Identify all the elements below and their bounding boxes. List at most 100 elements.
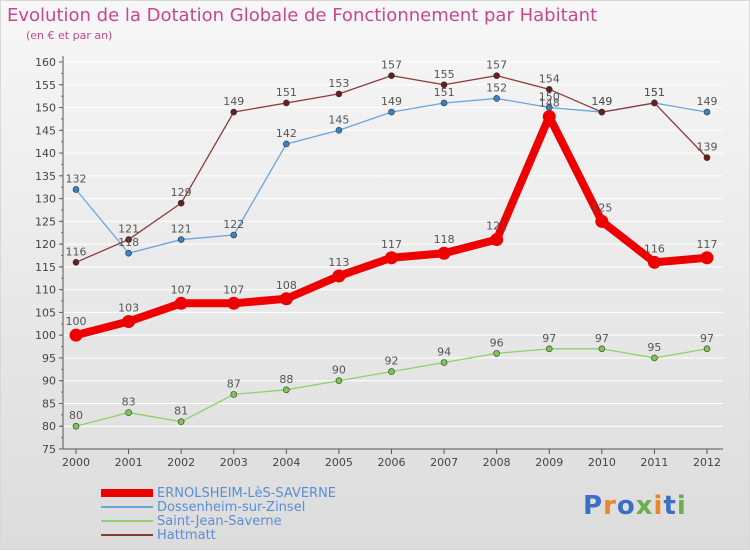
- y-tick-label: 155: [35, 79, 56, 92]
- data-label-hattmatt: 116: [66, 245, 87, 258]
- data-point-hattmatt: [230, 108, 238, 116]
- data-label-saint-jean-saverne: 97: [595, 332, 609, 345]
- y-tick-label: 150: [35, 102, 56, 115]
- data-label-hattmatt: 121: [118, 223, 139, 236]
- logo-letter: r: [603, 491, 617, 521]
- logo-letter: o: [616, 491, 636, 521]
- data-point-dossenheim-sur-zinsel: [230, 231, 238, 239]
- data-point-saint-jean-saverne: [230, 391, 238, 398]
- y-tick-label: 80: [42, 420, 56, 433]
- legend-swatch-saint-jean: [101, 520, 153, 522]
- legend-label-saint-jean: Saint-Jean-Saverne: [157, 513, 282, 529]
- data-point-hattmatt: [125, 236, 132, 243]
- x-tick-label: 2007: [430, 456, 458, 469]
- data-label-saint-jean-saverne: 88: [279, 373, 293, 386]
- data-point-saint-jean-saverne: [545, 345, 553, 353]
- y-tick-label: 110: [35, 284, 56, 297]
- data-point-hattmatt: [177, 199, 185, 207]
- y-tick-label: 130: [35, 193, 56, 206]
- data-label-dossenheim-sur-zinsel: 151: [434, 86, 455, 99]
- data-point-dossenheim-sur-zinsel: [335, 126, 343, 134]
- legend-swatch-ernolsheim: [101, 489, 153, 497]
- data-point-saint-jean-saverne: [125, 409, 132, 416]
- data-label-hattmatt: 139: [697, 141, 718, 154]
- data-label-hattmatt: 157: [381, 59, 402, 72]
- data-point-ernolsheim-l-s-saverne: [385, 251, 398, 265]
- data-point-saint-jean-saverne: [651, 354, 658, 362]
- data-point-ernolsheim-l-s-saverne: [542, 110, 556, 124]
- logo-letter: t: [663, 491, 677, 521]
- data-point-ernolsheim-l-s-saverne: [437, 246, 451, 260]
- data-point-hattmatt: [703, 154, 711, 161]
- data-label-saint-jean-saverne: 80: [69, 409, 83, 422]
- data-point-hattmatt: [598, 108, 606, 116]
- data-label-dossenheim-sur-zinsel: 152: [486, 81, 507, 94]
- data-label-saint-jean-saverne: 81: [174, 405, 188, 418]
- data-point-ernolsheim-l-s-saverne: [69, 328, 83, 342]
- legend: ERNOLSHEIM-LèS-SAVERNE Dossenheim-sur-Zi…: [101, 486, 336, 543]
- data-point-hattmatt: [545, 86, 553, 93]
- data-label-dossenheim-sur-zinsel: 118: [118, 236, 139, 249]
- data-label-ernolsheim-l-s-saverne: 116: [644, 242, 665, 255]
- data-point-hattmatt: [72, 259, 80, 266]
- data-label-ernolsheim-l-s-saverne: 125: [591, 201, 612, 214]
- x-tick-label: 2011: [640, 456, 668, 469]
- y-tick-label: 85: [42, 397, 56, 410]
- data-point-hattmatt: [493, 72, 500, 79]
- data-label-saint-jean-saverne: 83: [122, 396, 136, 409]
- data-label-saint-jean-saverne: 94: [437, 345, 451, 358]
- grid-lines: [63, 61, 723, 450]
- x-tick-label: 2003: [220, 456, 248, 469]
- y-tick-label: 75: [42, 443, 56, 456]
- data-point-saint-jean-saverne: [177, 418, 185, 425]
- legend-label-hattmatt: Hattmatt: [157, 527, 216, 543]
- x-tick-label: 2008: [483, 456, 511, 469]
- x-tick-label: 2002: [167, 456, 195, 469]
- data-label-dossenheim-sur-zinsel: 121: [171, 223, 192, 236]
- data-label-hattmatt: 129: [171, 186, 192, 199]
- y-tick-label: 120: [35, 238, 56, 251]
- data-point-ernolsheim-l-s-saverne: [174, 296, 188, 310]
- data-label-dossenheim-sur-zinsel: 149: [591, 95, 612, 108]
- data-label-hattmatt: 157: [486, 59, 507, 72]
- data-label-ernolsheim-l-s-saverne: 117: [381, 238, 402, 251]
- axes: 75 80 85 90 95 100 105 110 115 120 125 130 135 140 145…: [35, 56, 723, 469]
- data-label-hattmatt: 153: [328, 77, 349, 90]
- data-label-hattmatt: 151: [276, 86, 297, 99]
- legend-swatch-dossenheim: [101, 506, 153, 508]
- data-label-saint-jean-saverne: 90: [332, 364, 346, 377]
- data-point-ernolsheim-l-s-saverne: [490, 233, 504, 247]
- data-point-dossenheim-sur-zinsel: [388, 108, 395, 116]
- x-tick-label: 2001: [115, 456, 143, 469]
- chart-subtitle: (en € et par an): [26, 29, 113, 42]
- data-point-saint-jean-saverne: [283, 386, 290, 394]
- data-label-ernolsheim-l-s-saverne: 118: [434, 233, 455, 246]
- x-tick-label: 2006: [378, 456, 406, 469]
- data-point-saint-jean-saverne: [388, 368, 395, 375]
- legend-swatch-hattmatt: [101, 534, 153, 536]
- logo-letter: i: [653, 491, 664, 521]
- data-label-hattmatt: 154: [539, 72, 560, 85]
- data-point-ernolsheim-l-s-saverne: [700, 251, 714, 265]
- data-label-ernolsheim-l-s-saverne: 107: [223, 283, 244, 296]
- data-point-dossenheim-sur-zinsel: [493, 95, 500, 102]
- data-point-ernolsheim-l-s-saverne: [595, 214, 609, 228]
- x-tick-label: 2004: [272, 456, 300, 469]
- x-tick-label: 2005: [325, 456, 353, 469]
- data-point-dossenheim-sur-zinsel: [125, 249, 132, 257]
- data-label-dossenheim-sur-zinsel: 145: [328, 113, 349, 126]
- data-point-hattmatt: [440, 81, 448, 89]
- y-tick-label: 145: [35, 124, 56, 137]
- legend-item-ernolsheim: ERNOLSHEIM-LèS-SAVERNE: [101, 486, 336, 501]
- data-point-hattmatt: [388, 72, 395, 79]
- data-point-saint-jean-saverne: [72, 422, 80, 430]
- data-point-saint-jean-saverne: [598, 345, 606, 353]
- data-point-saint-jean-saverne: [335, 377, 343, 385]
- data-label-dossenheim-sur-zinsel: 149: [381, 95, 402, 108]
- data-label-saint-jean-saverne: 97: [542, 332, 556, 345]
- data-label-saint-jean-saverne: 97: [700, 332, 714, 345]
- data-point-ernolsheim-l-s-saverne: [279, 292, 293, 306]
- data-label-ernolsheim-l-s-saverne: 103: [118, 302, 139, 315]
- data-label-saint-jean-saverne: 96: [490, 336, 504, 349]
